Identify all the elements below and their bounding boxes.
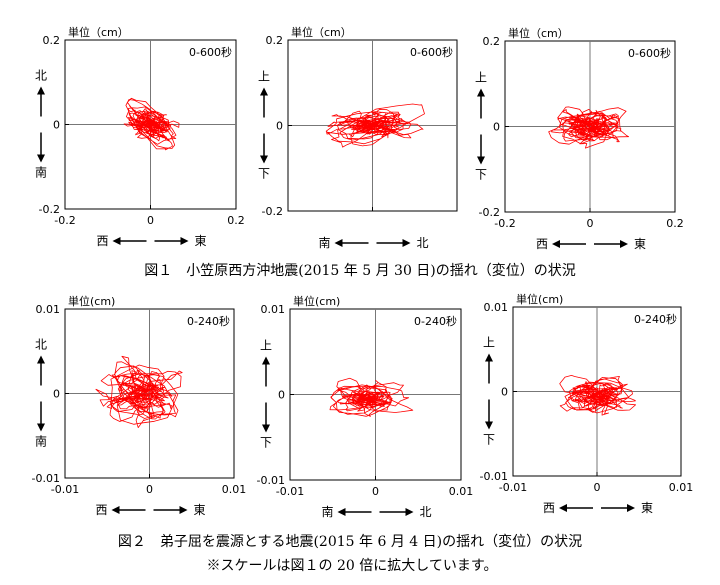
- y-direction-bottom-label: 下: [258, 167, 270, 181]
- x-direction-right-label: 北: [419, 505, 431, 519]
- x-tick-label: -0.2: [54, 214, 75, 227]
- x-direction-left-label: 西: [96, 234, 108, 248]
- x-direction-right-label: 東: [641, 501, 653, 515]
- y-tick-label: 0: [53, 119, 60, 132]
- y-direction-top-label: 上: [258, 70, 270, 84]
- displacement-trace: [123, 97, 180, 151]
- figure-2-caption: 図２ 弟子屈を震源とする地震(2015 年 6 月 4 日)の揺れ（変位）の状況: [118, 533, 582, 550]
- x-direction-left-label: 西: [95, 503, 107, 517]
- x-direction-left-label: 西: [536, 237, 548, 251]
- displacement-trace: [548, 106, 629, 149]
- time-range-label: 0-600秒: [410, 45, 453, 59]
- unit-label: 単位（cm）: [508, 26, 569, 40]
- y-tick-label: -0.01: [32, 472, 60, 485]
- figure-1-caption: 図１ 小笠原西方沖地震(2015 年 5 月 30 日)の揺れ（変位）の状況: [144, 262, 576, 279]
- y-direction-top-label: 北: [35, 338, 47, 352]
- time-range-label: 0-240秒: [634, 312, 677, 326]
- x-tick-label: -0.01: [276, 485, 304, 498]
- y-tick-label: 0.01: [261, 303, 286, 316]
- x-direction-right-label: 東: [193, 503, 205, 517]
- y-tick-label: 0.01: [36, 303, 61, 316]
- x-tick-label: 0.01: [222, 483, 247, 496]
- y-tick-label: -0.2: [39, 203, 60, 216]
- x-direction-left-label: 南: [321, 504, 333, 519]
- y-tick-label: 0.01: [484, 301, 509, 314]
- x-tick-label: 0.2: [227, 214, 245, 227]
- unit-label: 単位(cm): [293, 294, 340, 308]
- y-direction-bottom-label: 下: [260, 436, 272, 450]
- x-direction-right-label: 東: [194, 234, 206, 248]
- y-tick-label: 0: [53, 388, 60, 401]
- y-direction-bottom-label: 南: [35, 434, 47, 449]
- unit-label: 単位（cm）: [291, 25, 352, 39]
- displacement-trace: [325, 103, 425, 148]
- x-direction-right-label: 東: [634, 237, 646, 251]
- time-range-label: 0-240秒: [414, 314, 457, 328]
- displacement-trace: [559, 375, 636, 416]
- y-tick-label: -0.01: [480, 470, 508, 483]
- x-tick-label: -0.01: [51, 483, 79, 496]
- unit-label: 単位(cm): [516, 292, 563, 306]
- y-tick-label: 0.2: [483, 35, 501, 48]
- time-range-label: 0-600秒: [628, 46, 671, 60]
- x-tick-label: 0: [587, 217, 594, 230]
- x-tick-label: 0: [594, 481, 601, 494]
- y-tick-label: -0.01: [257, 474, 285, 487]
- y-direction-top-label: 北: [35, 69, 47, 83]
- y-tick-label: -0.2: [262, 205, 283, 218]
- x-tick-label: 0.01: [449, 485, 474, 498]
- time-range-label: 0-240秒: [187, 314, 230, 328]
- time-range-label: 0-600秒: [189, 45, 232, 59]
- unit-label: 単位（cm）: [68, 25, 129, 39]
- y-direction-bottom-label: 下: [475, 168, 487, 182]
- scale-note: ※スケールは図１の 20 倍に拡大しています。: [207, 558, 498, 574]
- y-tick-label: -0.2: [479, 206, 500, 219]
- y-direction-bottom-label: 南: [35, 165, 47, 180]
- y-tick-label: 0.2: [266, 34, 284, 47]
- y-direction-top-label: 上: [475, 71, 487, 85]
- x-tick-label: -0.01: [499, 481, 527, 494]
- y-tick-label: 0.2: [43, 34, 61, 47]
- x-direction-right-label: 北: [416, 236, 428, 250]
- x-tick-label: 0.2: [666, 217, 684, 230]
- x-direction-left-label: 南: [318, 235, 330, 250]
- x-tick-label: -0.2: [494, 217, 515, 230]
- displacement-trace: [329, 377, 414, 417]
- y-direction-bottom-label: 下: [483, 433, 495, 447]
- displacement-trace: [95, 355, 183, 428]
- y-tick-label: 0: [278, 389, 285, 402]
- x-tick-label: 0: [146, 483, 153, 496]
- y-direction-top-label: 上: [260, 339, 272, 353]
- y-tick-label: 0: [501, 386, 508, 399]
- y-tick-label: 0: [276, 120, 283, 133]
- x-direction-left-label: 西: [543, 501, 555, 515]
- y-direction-top-label: 上: [483, 336, 495, 350]
- y-tick-label: 0: [493, 121, 500, 134]
- x-tick-label: 0.01: [669, 481, 694, 494]
- x-tick-label: 0: [147, 214, 154, 227]
- x-tick-label: 0: [372, 485, 379, 498]
- unit-label: 単位(cm): [68, 294, 115, 308]
